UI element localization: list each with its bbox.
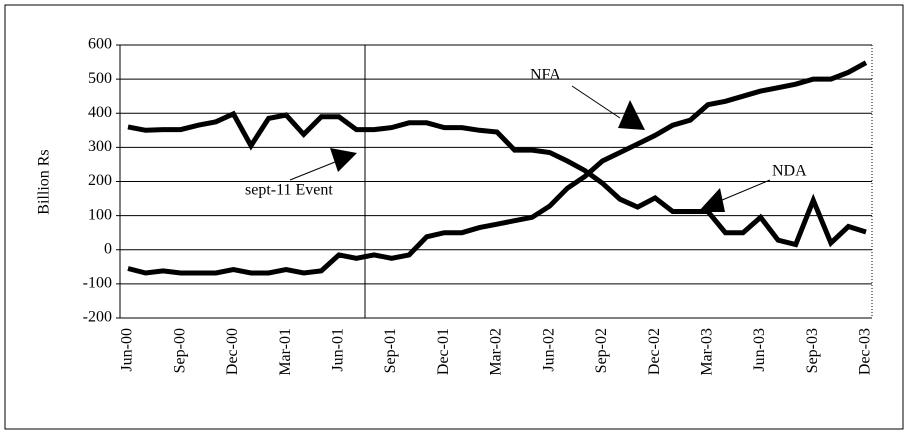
x-tick-label: Mar-03 <box>699 328 716 376</box>
y-tick-label: 200 <box>88 172 112 189</box>
y-tick-label: 600 <box>88 36 112 53</box>
y-tick-label: 400 <box>88 104 112 121</box>
x-tick-label: Sep-00 <box>171 328 188 373</box>
y-tick-label: 500 <box>88 70 112 87</box>
x-tick-label: Sep-03 <box>804 328 821 373</box>
annotation: sept-11 Event <box>245 182 333 199</box>
y-tick-label: 100 <box>88 206 112 223</box>
x-tick-label: Dec-03 <box>857 328 874 375</box>
series-line <box>127 60 868 276</box>
x-tick-label: Jun-02 <box>540 328 557 372</box>
x-tick-label: Dec-02 <box>646 328 663 375</box>
x-tick-label: Mar-02 <box>488 328 505 376</box>
y-tick-label: 300 <box>88 138 112 155</box>
x-tick-label: Sep-01 <box>382 328 399 373</box>
arrow <box>289 161 336 181</box>
x-tick-label: Dec-01 <box>435 328 452 375</box>
arrow <box>714 179 771 204</box>
chart-border <box>4 4 904 430</box>
series-label: NFA <box>530 67 561 84</box>
y-axis-label: Billion Rs <box>36 149 53 214</box>
series-label: NDA <box>772 163 807 180</box>
y-tick-label: 0 <box>104 240 112 257</box>
series-line <box>127 110 867 248</box>
arrowhead <box>618 100 645 130</box>
y-tick-label: -100 <box>83 275 112 292</box>
x-tick-label: Mar-01 <box>277 328 294 376</box>
arrowhead <box>330 148 357 172</box>
x-tick-label: Jun-00 <box>119 328 136 372</box>
x-tick-label: Jun-03 <box>751 328 768 372</box>
arrowhead <box>698 188 725 212</box>
x-tick-label: Dec-00 <box>224 328 241 375</box>
arrow <box>571 85 621 119</box>
x-tick-label: Jun-01 <box>330 328 347 372</box>
x-tick-label: Sep-02 <box>593 328 610 373</box>
y-tick-label: -200 <box>83 309 112 326</box>
